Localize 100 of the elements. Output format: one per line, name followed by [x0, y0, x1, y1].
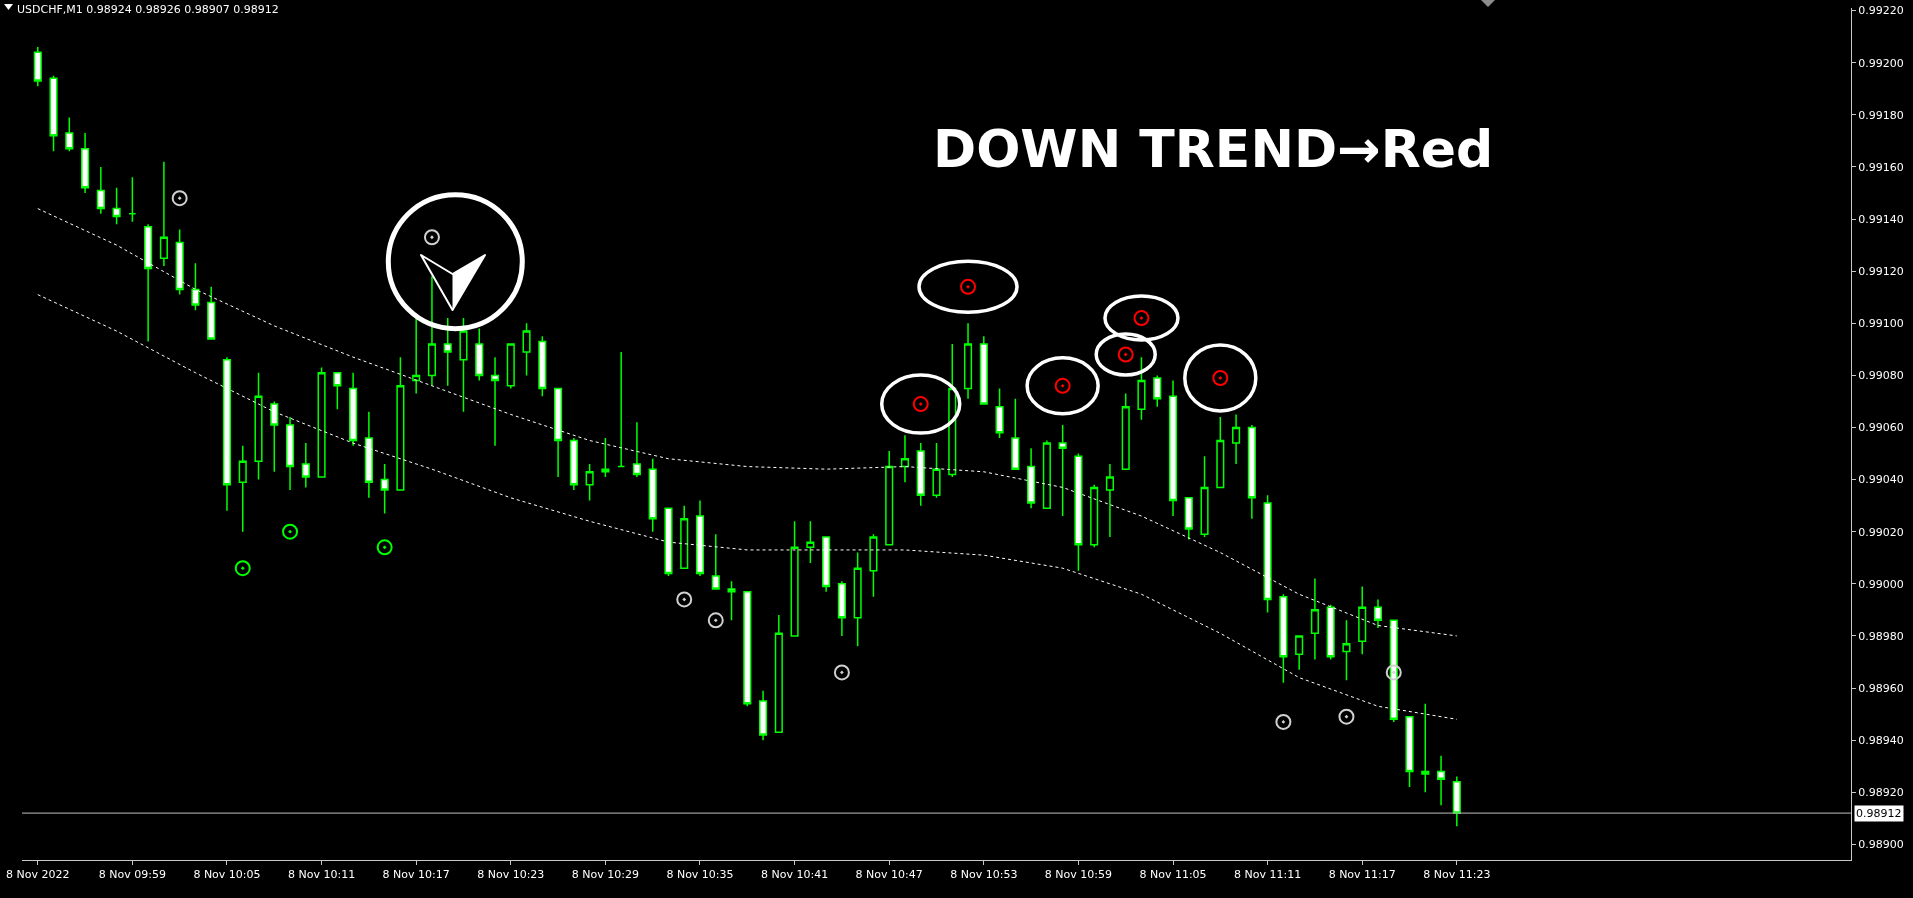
candlestick — [1105, 463, 1114, 538]
candlestick — [159, 160, 168, 267]
candlestick — [459, 317, 468, 413]
candlestick — [207, 286, 216, 340]
y-tick-label: 0.99120 — [1858, 265, 1904, 279]
y-tick-label: 0.99040 — [1858, 473, 1904, 487]
x-tick-label: 8 Nov 10:41 — [761, 868, 829, 882]
point — [423, 229, 440, 246]
candlestick — [1200, 455, 1209, 538]
candlestick — [128, 176, 137, 223]
candlestick — [317, 366, 326, 478]
y-tick-label: 0.99200 — [1858, 56, 1904, 70]
candlestick — [569, 437, 578, 491]
y-tick-label: 0.99020 — [1858, 525, 1904, 539]
candlestick — [175, 228, 184, 296]
x-tick-label: 8 Nov 10:53 — [950, 868, 1018, 882]
candlestick — [33, 46, 42, 87]
candlestick — [65, 116, 74, 153]
x-tick-label: 8 Nov 10:47 — [855, 868, 923, 882]
candlestick — [1247, 424, 1256, 520]
y-tick-label: 0.99160 — [1858, 160, 1904, 174]
y-tick-label: 0.99180 — [1858, 108, 1904, 122]
y-tick-label: 0.98940 — [1858, 734, 1904, 747]
candlestick — [522, 322, 531, 377]
point — [833, 664, 850, 681]
y-tick-label: 0.99100 — [1858, 317, 1904, 331]
candlestick — [664, 507, 673, 577]
y-tick-label: 0.98980 — [1858, 629, 1904, 643]
point — [1054, 377, 1071, 394]
point — [912, 396, 929, 413]
annotation: DOWN TREND→Red — [933, 119, 1494, 179]
candlestick — [1216, 416, 1225, 489]
y-tick-label: 0.99220 — [1858, 4, 1904, 18]
candlestick — [222, 356, 232, 512]
candlestick — [648, 458, 657, 533]
candlestick — [333, 372, 342, 410]
candlestick — [837, 580, 846, 637]
candlestick — [1168, 379, 1178, 517]
candlestick — [1137, 356, 1146, 421]
candlestick — [680, 504, 689, 569]
candlestick — [963, 322, 973, 400]
point — [1385, 664, 1402, 681]
candlestick — [506, 343, 515, 390]
candlestick — [1310, 577, 1319, 661]
candlestick — [554, 387, 563, 478]
x-tick-label: 8 Nov 10:05 — [193, 868, 261, 882]
candlestick — [932, 442, 941, 499]
candlestick — [790, 520, 799, 637]
point — [171, 190, 188, 207]
candlestick — [1184, 497, 1193, 541]
candlestick — [490, 356, 500, 447]
candlestick — [191, 262, 200, 311]
x-tick-label: 8 Nov 11:05 — [1139, 868, 1207, 882]
candlestick — [1074, 452, 1083, 572]
candlestick — [1153, 374, 1162, 408]
candlestick — [1452, 775, 1461, 827]
candlestick — [900, 434, 910, 483]
point — [1275, 713, 1292, 730]
candlestick — [711, 533, 720, 590]
y-tick-label: 0.98960 — [1858, 681, 1904, 695]
candlestick — [1436, 755, 1446, 807]
candlestick — [1295, 635, 1304, 671]
candlestick — [112, 187, 121, 226]
x-tick-label: 8 Nov 10:11 — [287, 868, 356, 882]
candlestick — [806, 520, 815, 564]
candlestick — [1279, 593, 1288, 684]
x-tick-label: 8 Nov 11:17 — [1328, 868, 1396, 882]
candlestick — [49, 74, 58, 153]
candlestick — [81, 132, 90, 194]
candlestick — [869, 533, 878, 598]
x-tick-label: 8 Nov 10:23 — [477, 868, 545, 882]
candlestick — [1263, 494, 1272, 614]
candlestick — [1090, 484, 1099, 549]
candlestick — [1342, 619, 1351, 681]
candlestick — [285, 416, 295, 491]
candlestick — [1405, 715, 1414, 788]
candlestick — [96, 166, 105, 215]
candlestick — [254, 372, 263, 481]
point — [376, 539, 393, 556]
y-tick-label: 0.98900 — [1858, 838, 1904, 852]
candlestick — [380, 463, 389, 515]
candlestick — [396, 356, 405, 491]
candlestick — [759, 689, 768, 741]
candlestick — [144, 223, 153, 343]
x-tick-label: 8 Nov 2022 — [6, 868, 70, 882]
y-tick-label: 0.99000 — [1858, 577, 1904, 591]
x-tick-label: 8 Nov 10:59 — [1044, 868, 1112, 882]
candlestick — [301, 442, 310, 489]
candlestick — [1121, 392, 1130, 470]
candlestick — [238, 444, 247, 533]
candlestick — [1058, 424, 1067, 517]
candlestick — [948, 343, 957, 478]
candlestick — [995, 387, 1004, 439]
candlestick — [1027, 447, 1036, 510]
candlestick — [601, 437, 610, 478]
candlestick — [585, 463, 594, 502]
x-tick-label: 8 Nov 10:35 — [666, 868, 734, 882]
candlestick — [364, 411, 373, 499]
candlestick — [270, 400, 279, 473]
x-tick-label: 8 Nov 10:29 — [571, 868, 639, 882]
